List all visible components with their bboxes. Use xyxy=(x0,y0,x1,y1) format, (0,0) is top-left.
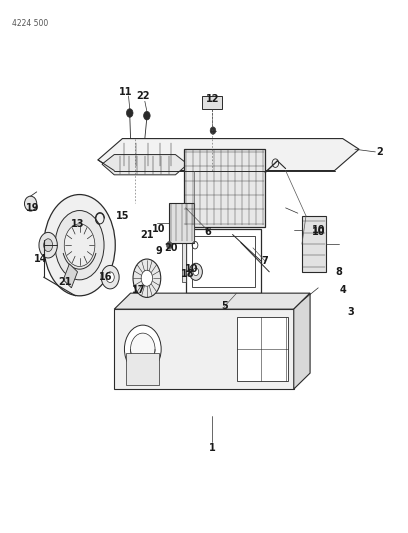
Text: 18: 18 xyxy=(181,270,195,279)
Text: 12: 12 xyxy=(206,94,220,103)
Circle shape xyxy=(166,241,172,249)
Bar xyxy=(184,149,265,227)
Text: 4224 500: 4224 500 xyxy=(12,19,49,28)
Bar xyxy=(169,203,194,243)
Polygon shape xyxy=(294,293,310,389)
Ellipse shape xyxy=(24,196,37,211)
Bar xyxy=(192,236,255,287)
Circle shape xyxy=(106,272,114,282)
Text: 9: 9 xyxy=(156,246,162,255)
Bar xyxy=(302,216,326,272)
Text: 4: 4 xyxy=(339,286,346,295)
Text: 1: 1 xyxy=(209,443,215,453)
Bar xyxy=(126,353,159,385)
Ellipse shape xyxy=(141,270,153,286)
Polygon shape xyxy=(63,264,78,288)
Ellipse shape xyxy=(44,239,53,252)
Text: 7: 7 xyxy=(262,256,268,266)
Text: 6: 6 xyxy=(205,227,211,237)
Circle shape xyxy=(193,268,199,276)
Text: 10: 10 xyxy=(185,264,199,274)
Ellipse shape xyxy=(133,259,161,297)
Bar xyxy=(186,229,261,293)
Text: 3: 3 xyxy=(348,307,354,317)
Circle shape xyxy=(126,109,133,117)
Text: 11: 11 xyxy=(119,87,133,96)
Text: 21: 21 xyxy=(58,278,72,287)
Circle shape xyxy=(101,265,119,289)
Text: 10: 10 xyxy=(311,225,325,235)
Bar xyxy=(182,240,186,282)
Circle shape xyxy=(124,325,161,373)
Bar xyxy=(202,96,222,109)
Text: 15: 15 xyxy=(115,211,129,221)
Bar xyxy=(237,317,288,381)
Polygon shape xyxy=(114,309,294,389)
Text: 19: 19 xyxy=(26,203,40,213)
Text: 13: 13 xyxy=(71,219,84,229)
Text: 22: 22 xyxy=(136,91,150,101)
Circle shape xyxy=(131,333,155,365)
Polygon shape xyxy=(102,155,188,175)
Polygon shape xyxy=(98,139,359,171)
Text: 16: 16 xyxy=(99,272,113,282)
Text: 2: 2 xyxy=(376,147,383,157)
Ellipse shape xyxy=(55,211,104,280)
Ellipse shape xyxy=(44,195,115,296)
Text: 10: 10 xyxy=(152,224,166,234)
Text: 14: 14 xyxy=(34,254,48,263)
Circle shape xyxy=(189,263,202,280)
Polygon shape xyxy=(114,293,310,309)
Text: 17: 17 xyxy=(132,286,146,295)
Circle shape xyxy=(210,127,216,134)
Text: 10: 10 xyxy=(311,227,325,237)
Ellipse shape xyxy=(64,224,95,266)
Circle shape xyxy=(144,111,150,120)
Text: 8: 8 xyxy=(335,267,342,277)
Text: 21: 21 xyxy=(140,230,154,239)
Text: 20: 20 xyxy=(164,243,178,253)
Text: 5: 5 xyxy=(221,302,228,311)
Ellipse shape xyxy=(39,232,57,258)
